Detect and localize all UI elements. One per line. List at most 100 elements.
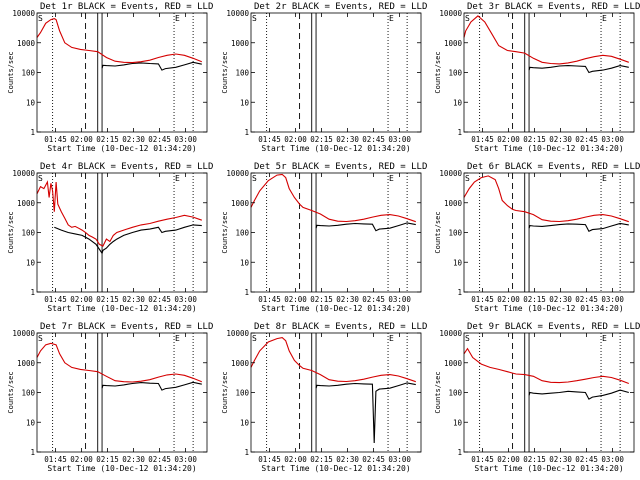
end-marker-label: E [602, 334, 607, 343]
x-tick-label: 02:45 [575, 455, 598, 464]
x-tick-label: 01:45 [44, 295, 67, 304]
x-tick-label: 02:30 [122, 135, 145, 144]
plot-frame [463, 332, 635, 453]
x-tick-label: 02:45 [148, 455, 171, 464]
x-tick-label: 02:30 [549, 135, 572, 144]
end-marker-label: E [175, 334, 180, 343]
panel-title: Det 8r BLACK = Events, RED = LLD [254, 322, 427, 332]
x-tick-label: 02:15 [96, 135, 119, 144]
x-tick-label: 01:45 [44, 135, 67, 144]
y-tick-label: 1 [30, 288, 35, 297]
x-tick-label: 03:00 [388, 135, 411, 144]
panel-det-5: Det 5r BLACK = Events, RED = LLD S E 1 10 100… [221, 162, 427, 313]
end-marker-label: E [389, 174, 394, 183]
panel-det-2: Det 2r BLACK = Events, RED = LLD S E 1 10 100… [221, 2, 427, 153]
series-line-events [528, 389, 629, 400]
x-tick-label: 03:00 [601, 135, 624, 144]
y-tick-label: 100 [235, 389, 249, 398]
y-axis-label: Counts/sec [434, 51, 442, 93]
y-tick-label: 100 [21, 389, 35, 398]
y-tick-label: 1 [244, 448, 249, 457]
x-tick-label: 02:45 [575, 295, 598, 304]
x-tick-label: 01:45 [471, 135, 494, 144]
x-tick-label: 02:30 [549, 295, 572, 304]
x-tick-label: 02:45 [148, 135, 171, 144]
plot-frame [250, 12, 422, 133]
panel-det-7: Det 7r BLACK = Events, RED = LLD S E 1 10 100… [7, 322, 213, 473]
series-line-lld [36, 180, 202, 247]
x-tick-label: 01:45 [471, 295, 494, 304]
x-axis-label: Start Time (10-Dec-12 01:34:20) [47, 304, 196, 313]
x-tick-label: 03:00 [174, 295, 197, 304]
panel-title: Det 1r BLACK = Events, RED = LLD [40, 2, 213, 12]
panel-det-9: Det 9r BLACK = Events, RED = LLD S E 1 10 100… [434, 322, 640, 473]
y-tick-label: 10000 [12, 9, 35, 18]
x-tick-label: 03:00 [601, 295, 624, 304]
x-tick-label: 02:30 [122, 295, 145, 304]
y-tick-label: 1 [457, 448, 462, 457]
y-tick-label: 10 [26, 98, 36, 107]
y-tick-label: 100 [448, 389, 462, 398]
plot-frame [36, 12, 208, 133]
panel-title: Det 4r BLACK = Events, RED = LLD [40, 162, 213, 172]
x-axis-label: Start Time (10-Dec-12 01:34:20) [474, 304, 623, 313]
x-axis-label: Start Time (10-Dec-12 01:34:20) [47, 464, 196, 473]
x-tick-label: 02:15 [96, 455, 119, 464]
y-axis-label: Counts/sec [7, 371, 15, 413]
series-line-events [101, 61, 202, 71]
end-marker-label: E [389, 14, 394, 23]
x-tick-label: 01:45 [471, 455, 494, 464]
y-tick-label: 10000 [439, 9, 462, 18]
x-axis-label: Start Time (10-Dec-12 01:34:20) [47, 144, 196, 153]
series-line-lld [36, 18, 203, 64]
start-marker-label: S [38, 334, 43, 343]
x-axis-label: Start Time (10-Dec-12 01:34:20) [261, 144, 410, 153]
x-tick-label: 02:30 [336, 455, 359, 464]
x-tick-label: 02:45 [362, 135, 385, 144]
end-marker-label: E [389, 334, 394, 343]
series-line-events [315, 222, 416, 232]
panel-title: Det 2r BLACK = Events, RED = LLD [254, 2, 427, 12]
series-line-lld [36, 342, 203, 383]
y-tick-label: 1000 [231, 199, 250, 208]
end-marker-label: E [602, 174, 607, 183]
x-tick-label: 02:00 [284, 455, 307, 464]
y-axis-label: Counts/sec [7, 51, 15, 93]
y-tick-label: 10000 [226, 169, 249, 178]
y-tick-label: 10000 [226, 329, 249, 338]
series-line-events [54, 224, 202, 255]
x-tick-label: 01:45 [258, 455, 281, 464]
start-marker-label: S [465, 334, 470, 343]
plot-frame [36, 172, 208, 293]
y-tick-label: 1 [244, 288, 249, 297]
y-axis-label: Counts/sec [434, 211, 442, 253]
y-tick-label: 10 [453, 258, 463, 267]
end-marker-label: E [175, 174, 180, 183]
panel-title: Det 6r BLACK = Events, RED = LLD [467, 162, 640, 172]
x-tick-label: 02:15 [523, 135, 546, 144]
y-axis-label: Counts/sec [7, 211, 15, 253]
y-tick-label: 10 [240, 258, 250, 267]
series-line-events [528, 65, 629, 74]
x-tick-label: 02:30 [336, 135, 359, 144]
x-tick-label: 02:15 [523, 455, 546, 464]
plot-frame [250, 332, 422, 453]
y-tick-label: 10 [240, 98, 250, 107]
start-marker-label: S [252, 14, 257, 23]
x-tick-label: 02:45 [575, 135, 598, 144]
series-line-lld [463, 15, 629, 65]
y-tick-label: 100 [21, 229, 35, 238]
x-tick-label: 03:00 [174, 455, 197, 464]
x-tick-label: 03:00 [388, 295, 411, 304]
y-tick-label: 10000 [12, 329, 35, 338]
x-tick-label: 02:00 [497, 135, 520, 144]
x-tick-label: 02:45 [362, 295, 385, 304]
x-tick-label: 02:30 [122, 455, 145, 464]
y-tick-label: 1000 [17, 359, 36, 368]
x-tick-label: 02:15 [310, 455, 333, 464]
series-line-lld [250, 173, 416, 223]
x-tick-label: 03:00 [174, 135, 197, 144]
series-line-events [101, 381, 202, 391]
x-tick-label: 02:15 [310, 295, 333, 304]
y-tick-label: 1000 [231, 359, 250, 368]
